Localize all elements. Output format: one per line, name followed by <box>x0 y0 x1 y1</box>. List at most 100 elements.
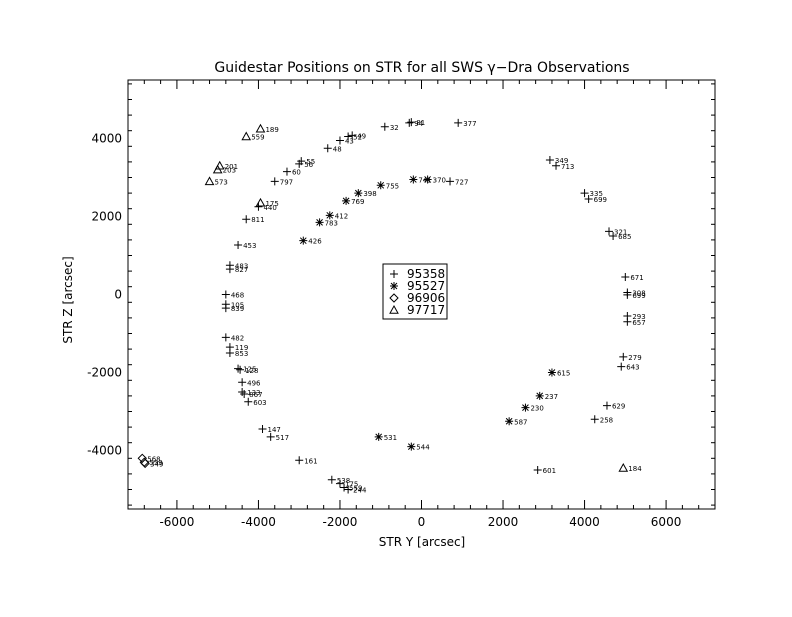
data-point-plus <box>590 415 599 424</box>
data-label: 293 <box>632 313 645 321</box>
data-point-plus <box>266 432 275 441</box>
data-label: 496 <box>247 379 261 387</box>
data-label: 741 <box>418 176 431 184</box>
x-tick-label: -6000 <box>159 515 194 529</box>
data-label: 56 <box>304 161 313 169</box>
data-label: 349 <box>555 157 568 165</box>
data-label: 244 <box>353 487 367 495</box>
data-point-plus <box>454 118 463 127</box>
data-label: 671 <box>630 274 643 282</box>
y-tick-label: 0 <box>114 288 122 302</box>
data-label: 308 <box>632 290 645 298</box>
data-point-asterisk <box>354 189 363 198</box>
data-label: 713 <box>561 163 574 171</box>
data-point-plus <box>236 365 245 374</box>
data-label: 60 <box>292 169 301 177</box>
x-tick-label: 2000 <box>488 515 519 529</box>
data-label: 615 <box>557 370 570 378</box>
data-label: 839 <box>231 305 244 313</box>
data-point-plus <box>340 483 349 492</box>
data-point-triangle <box>204 176 215 186</box>
data-point-diamond <box>140 458 150 469</box>
data-point-plus <box>327 475 336 484</box>
data-label: 867 <box>249 391 262 399</box>
data-point-plus <box>335 136 344 145</box>
data-label: 468 <box>231 292 244 300</box>
data-label: 573 <box>215 178 228 186</box>
legend-entry: 96906 <box>407 291 445 305</box>
data-label: 335 <box>590 190 603 198</box>
data-label: 699 <box>594 196 607 204</box>
data-label: 370 <box>433 176 446 184</box>
data-label: 811 <box>251 216 264 224</box>
data-point-plus <box>254 202 263 211</box>
data-point-plus <box>295 159 304 168</box>
data-label: 230 <box>530 405 543 413</box>
data-label: 133 <box>247 389 260 397</box>
data-label: 184 <box>628 465 642 473</box>
data-label: 48 <box>333 145 342 153</box>
data-label: 827 <box>235 266 248 274</box>
data-label: 544 <box>416 444 430 452</box>
data-label: 559 <box>251 134 264 142</box>
data-label: 201 <box>225 163 238 171</box>
data-label: 797 <box>280 178 293 186</box>
data-label: 517 <box>276 434 289 442</box>
data-point-plus <box>623 290 632 299</box>
x-axis-label: STR Y [arcsec] <box>379 535 465 549</box>
data-point-plus <box>282 167 291 176</box>
data-label: 237 <box>545 393 558 401</box>
data-label: 189 <box>265 126 278 134</box>
data-label: 55 <box>306 158 315 166</box>
data-point-asterisk <box>535 391 544 400</box>
data-label: 685 <box>618 233 631 241</box>
data-point-plus <box>602 401 611 410</box>
data-point-plus <box>234 364 243 373</box>
data-label: 105 <box>231 301 244 309</box>
data-label: 258 <box>600 416 613 424</box>
data-point-plus <box>609 232 618 240</box>
data-point-plus <box>619 352 628 361</box>
x-tick-label: 4000 <box>569 515 600 529</box>
data-point-asterisk <box>374 432 383 441</box>
data-label: 568 <box>147 455 160 463</box>
data-point-plus <box>221 304 230 313</box>
data-point-plus <box>380 122 389 131</box>
data-label: 755 <box>386 182 399 190</box>
data-point-plus <box>270 177 279 186</box>
data-point-asterisk <box>299 236 308 245</box>
data-label: 128 <box>245 367 258 375</box>
data-label: 601 <box>543 467 556 475</box>
data-label: 538 <box>337 477 350 485</box>
data-point-asterisk <box>315 218 324 227</box>
data-point-plus <box>238 378 247 387</box>
data-label: 279 <box>628 354 641 362</box>
data-point-plus <box>344 132 353 141</box>
data-label: 175 <box>265 200 278 208</box>
data-label: 119 <box>235 344 248 352</box>
data-point-plus <box>234 240 243 249</box>
data-label: 657 <box>632 319 645 327</box>
data-point-asterisk <box>376 181 385 190</box>
data-label: 203 <box>223 167 236 175</box>
data-point-plus <box>605 227 614 236</box>
data-label: 161 <box>304 457 317 465</box>
data-point-asterisk <box>342 196 351 205</box>
data-point-plus <box>225 349 234 357</box>
data-label: 43 <box>345 137 354 145</box>
x-tick-label: -4000 <box>241 515 276 529</box>
data-label: 531 <box>384 434 397 442</box>
data-label: 559 <box>349 485 362 493</box>
data-label: 94 <box>414 120 423 128</box>
legend-marker-asterisk <box>390 282 398 290</box>
data-point-plus <box>240 389 249 398</box>
data-label: 603 <box>253 399 266 407</box>
data-label: 587 <box>514 418 527 426</box>
data-point-plus <box>323 144 332 153</box>
data-point-plus <box>446 177 455 186</box>
data-point-plus <box>335 479 344 488</box>
data-point-plus <box>221 333 230 342</box>
